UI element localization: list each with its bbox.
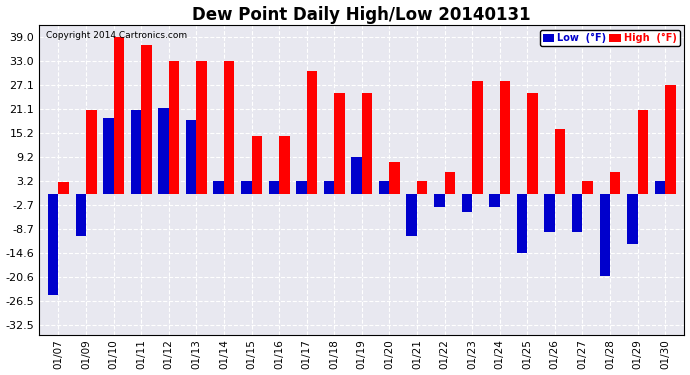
Bar <box>197 61 207 194</box>
Bar <box>527 93 538 194</box>
Bar <box>417 181 427 194</box>
Bar <box>48 194 59 294</box>
Bar <box>610 172 620 194</box>
Bar <box>103 118 114 194</box>
Bar <box>213 181 224 194</box>
Bar <box>59 182 69 194</box>
Title: Dew Point Daily High/Low 20140131: Dew Point Daily High/Low 20140131 <box>193 6 531 24</box>
Bar <box>472 81 482 194</box>
Bar <box>76 194 86 236</box>
Bar <box>500 81 510 194</box>
Bar <box>544 194 555 232</box>
Text: Copyright 2014 Cartronics.com: Copyright 2014 Cartronics.com <box>46 31 187 40</box>
Bar <box>114 37 124 194</box>
Bar <box>444 172 455 194</box>
Bar <box>627 194 638 244</box>
Bar <box>582 181 593 194</box>
Bar <box>158 108 169 194</box>
Bar <box>86 110 97 194</box>
Bar <box>489 194 500 207</box>
Bar <box>251 136 262 194</box>
Bar <box>334 93 345 194</box>
Bar <box>389 162 400 194</box>
Bar <box>130 110 141 194</box>
Bar <box>638 110 648 194</box>
Bar <box>169 61 179 194</box>
Bar <box>306 71 317 194</box>
Bar <box>224 61 235 194</box>
Bar <box>655 181 665 194</box>
Bar <box>462 194 472 212</box>
Bar <box>600 194 610 276</box>
Bar <box>279 136 290 194</box>
Bar <box>555 129 565 194</box>
Legend: Low  (°F), High  (°F): Low (°F), High (°F) <box>540 30 680 46</box>
Bar <box>351 157 362 194</box>
Bar <box>186 120 197 194</box>
Bar <box>324 181 334 194</box>
Bar <box>141 45 152 194</box>
Bar <box>406 194 417 236</box>
Bar <box>379 181 389 194</box>
Bar <box>517 194 527 253</box>
Bar <box>665 85 676 194</box>
Bar <box>434 194 444 207</box>
Bar <box>572 194 582 232</box>
Bar <box>241 181 251 194</box>
Bar <box>362 93 373 194</box>
Bar <box>296 181 306 194</box>
Bar <box>268 181 279 194</box>
